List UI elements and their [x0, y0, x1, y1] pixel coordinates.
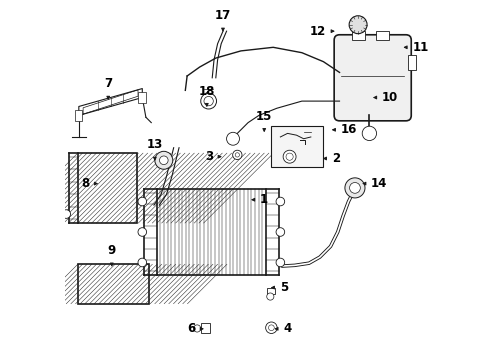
Circle shape: [159, 156, 168, 165]
Bar: [266, 288, 274, 294]
Text: 3: 3: [204, 150, 212, 163]
Circle shape: [155, 151, 172, 169]
Circle shape: [265, 322, 277, 333]
Circle shape: [362, 126, 376, 140]
Text: 14: 14: [370, 177, 386, 190]
Text: 12: 12: [309, 25, 325, 38]
Circle shape: [349, 183, 360, 193]
Text: 2: 2: [331, 152, 339, 165]
Circle shape: [276, 197, 284, 206]
Text: 18: 18: [198, 85, 215, 98]
Text: 16: 16: [340, 123, 356, 136]
Circle shape: [193, 325, 201, 332]
Circle shape: [62, 210, 70, 219]
Circle shape: [285, 153, 293, 160]
Circle shape: [138, 197, 146, 206]
Circle shape: [138, 228, 146, 236]
Circle shape: [348, 16, 366, 34]
Bar: [138, 92, 145, 103]
Text: 7: 7: [104, 77, 112, 90]
Text: 17: 17: [214, 9, 231, 22]
Circle shape: [276, 258, 284, 267]
Text: 9: 9: [107, 244, 116, 257]
Text: 11: 11: [411, 41, 427, 54]
Circle shape: [226, 132, 239, 145]
Bar: [351, 31, 364, 40]
Circle shape: [268, 325, 274, 330]
Text: 1: 1: [260, 193, 267, 206]
Text: 10: 10: [381, 91, 397, 104]
Circle shape: [266, 293, 273, 300]
Circle shape: [232, 150, 242, 159]
Bar: [271, 126, 323, 167]
Bar: [78, 264, 149, 304]
Circle shape: [138, 258, 146, 267]
Circle shape: [344, 178, 364, 198]
Text: 13: 13: [146, 138, 163, 151]
Bar: [78, 153, 137, 223]
Circle shape: [201, 93, 216, 109]
Circle shape: [276, 228, 284, 236]
Circle shape: [235, 153, 239, 157]
Text: 15: 15: [256, 110, 272, 123]
Bar: [407, 55, 415, 70]
FancyBboxPatch shape: [333, 35, 410, 121]
Text: 5: 5: [279, 281, 287, 294]
Bar: [156, 189, 265, 275]
Bar: [74, 110, 82, 121]
Circle shape: [283, 150, 295, 163]
Text: 8: 8: [81, 177, 89, 190]
Bar: [201, 323, 210, 333]
Bar: [300, 127, 314, 136]
Text: 4: 4: [283, 322, 291, 335]
Bar: [375, 31, 388, 40]
Circle shape: [203, 96, 213, 106]
Text: 6: 6: [186, 322, 195, 335]
